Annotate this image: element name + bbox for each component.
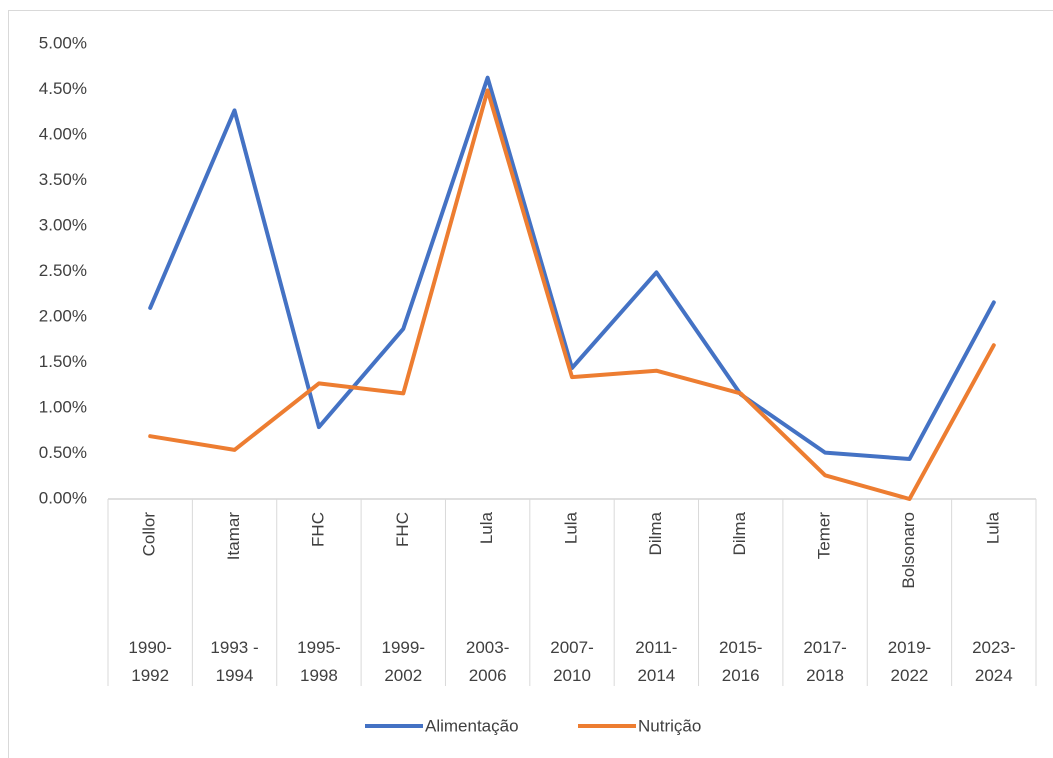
period-label: 1993 - 1994 [210, 638, 259, 685]
y-tick-label: 1.00% [39, 397, 87, 416]
period-label: 2017- 2018 [803, 638, 847, 685]
period-label: 1990- 1992 [128, 638, 172, 685]
x-tick-label: Lula [983, 511, 1002, 544]
x-tick-label: Dilma [646, 511, 665, 555]
period-label: 2015- 2016 [718, 638, 763, 685]
x-tick-label: FHC [393, 512, 412, 547]
x-tick-label: Dilma [730, 511, 749, 555]
period-label: 2023- 2024 [972, 638, 1016, 685]
period-label: 1999- 2002 [381, 638, 425, 685]
y-tick-label: 3.00% [39, 215, 87, 234]
y-tick-label: 2.50% [39, 261, 87, 280]
x-tick-label: Lula [477, 511, 496, 544]
period-label: 2003- 2006 [465, 638, 510, 685]
x-tick-label: Bolsonaro [899, 512, 918, 589]
x-tick-label: Collor [140, 512, 159, 557]
x-tick-label: Itamar [224, 512, 243, 561]
period-label: 2019- 2022 [887, 638, 932, 685]
y-tick-label: 5.00% [39, 33, 87, 52]
y-tick-label: 0.50% [39, 443, 87, 462]
chart-border [8, 10, 1053, 758]
legend-label: Nutrição [638, 716, 701, 735]
y-tick-label: 3.50% [39, 170, 87, 189]
series-line [148, 75, 996, 461]
series-line [148, 88, 996, 501]
period-label: 2011- 2014 [635, 638, 678, 685]
y-tick-label: 4.00% [39, 124, 87, 143]
x-tick-label: Temer [815, 512, 834, 560]
y-tick-label: 2.00% [39, 306, 87, 325]
x-tick-label: Lula [561, 511, 580, 544]
y-tick-label: 4.50% [39, 79, 87, 98]
y-tick-label: 0.00% [39, 488, 87, 507]
x-tick-label: FHC [308, 512, 327, 547]
period-label: 1995- 1998 [297, 638, 341, 685]
y-tick-label: 1.50% [39, 352, 87, 371]
period-label: 2007- 2010 [550, 638, 594, 685]
legend-label: Alimentação [425, 716, 519, 735]
